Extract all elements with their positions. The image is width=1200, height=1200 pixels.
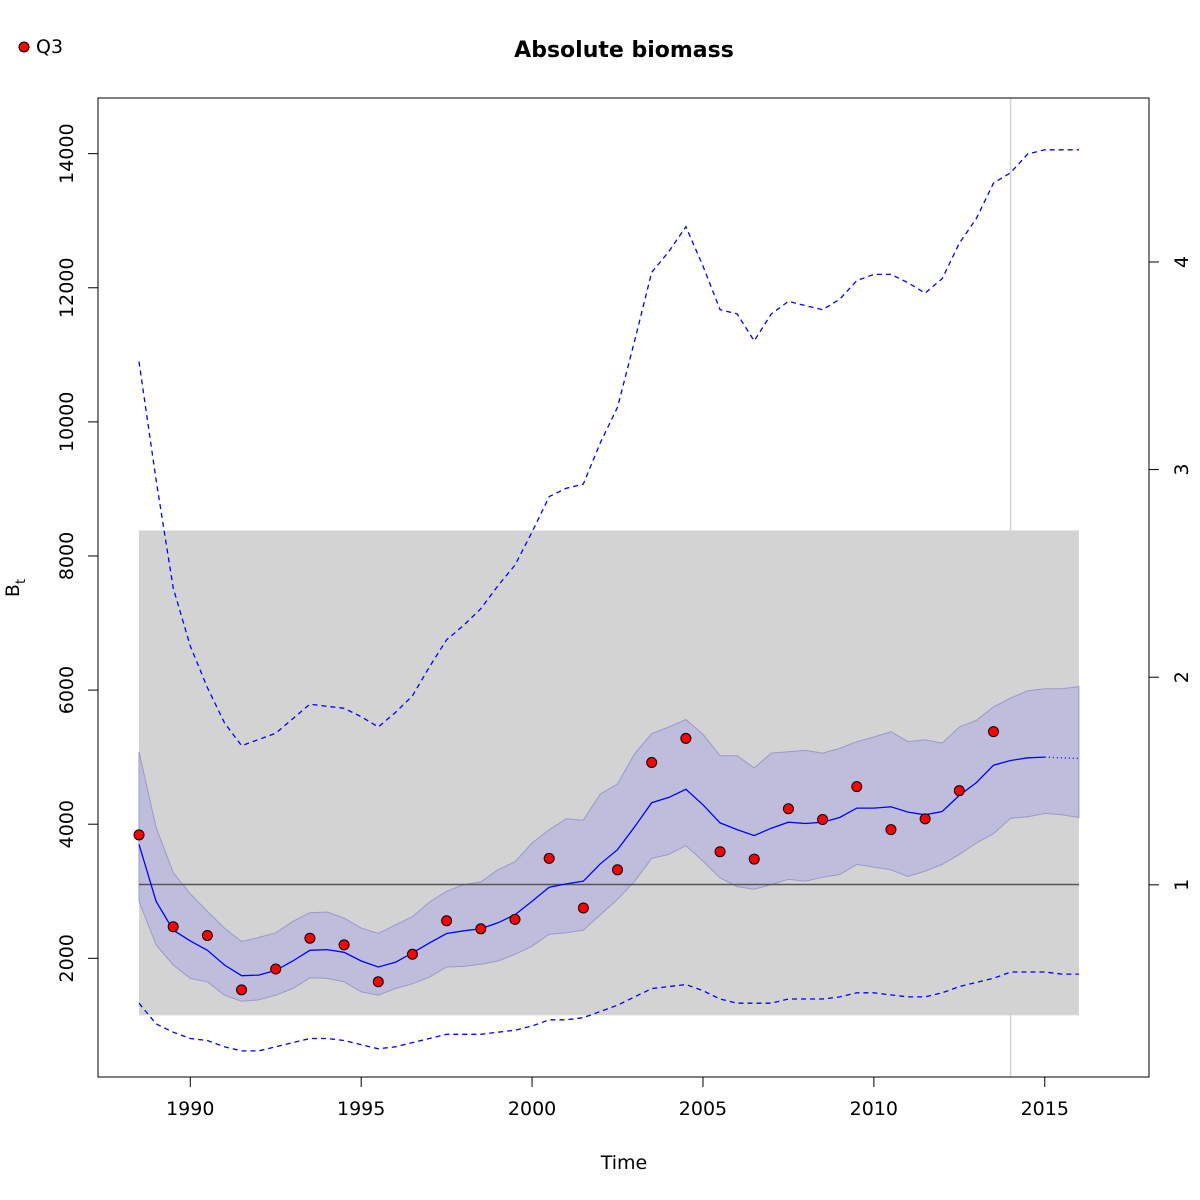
- index-point: [680, 732, 692, 744]
- y2-tick-label: 3: [1171, 464, 1193, 476]
- y2-tick-label: 2: [1171, 671, 1193, 683]
- index-point: [304, 932, 316, 944]
- index-point: [748, 853, 760, 865]
- x-axis: 1990 1995 2000 2005 2010 2015: [166, 1076, 1069, 1120]
- index-point: [372, 976, 384, 988]
- index-point: [919, 813, 931, 825]
- estimate-line: [138, 756, 1045, 977]
- y-tick-label: 14000: [56, 123, 78, 183]
- x-tick-label: 2005: [679, 1098, 727, 1120]
- index-point: [441, 915, 453, 927]
- index-point: [851, 781, 863, 793]
- chart-title: Absolute biomass: [514, 38, 734, 63]
- projection-line: [1044, 756, 1079, 760]
- index-point: [406, 948, 418, 960]
- y-axis-left: 2000 4000 6000 8000 10000 12000 14000: [56, 123, 98, 982]
- x-tick-label: 1995: [337, 1098, 385, 1120]
- y2-tick-label: 4: [1171, 256, 1193, 268]
- index-point: [270, 963, 282, 975]
- x-tick-label: 2010: [850, 1098, 898, 1120]
- y-axis-label-subscript: t: [14, 579, 29, 584]
- y-tick-label: 6000: [56, 666, 78, 714]
- index-point: [817, 814, 829, 826]
- index-point: [201, 930, 213, 942]
- y-tick-label: 12000: [56, 258, 78, 318]
- x-tick-label: 2015: [1021, 1098, 1069, 1120]
- x-axis-label: Time: [600, 1152, 648, 1174]
- index-point: [987, 726, 999, 738]
- x-tick-label: 1990: [166, 1098, 214, 1120]
- secondary-lower-line: [138, 971, 1079, 1052]
- y-tick-label: 10000: [56, 392, 78, 452]
- y2-tick-label: 1: [1171, 879, 1193, 891]
- y-axis-label: Bt: [2, 579, 29, 597]
- index-point: [509, 913, 521, 925]
- legend: Q3: [18, 36, 63, 58]
- index-point: [782, 803, 794, 815]
- legend-marker-q3: [18, 41, 30, 53]
- index-point: [953, 785, 965, 797]
- x-tick-label: 2000: [508, 1098, 556, 1120]
- index-point: [612, 864, 624, 876]
- confidence-band: [138, 686, 1080, 1002]
- y-tick-label: 8000: [56, 532, 78, 580]
- y-axis-label-main: B: [2, 584, 24, 597]
- secondary-upper-line: [138, 149, 1079, 747]
- index-point: [167, 921, 179, 933]
- index-point: [577, 902, 589, 914]
- y-tick-label: 4000: [56, 800, 78, 848]
- y-axis-right: 1 2 3 4: [1149, 256, 1193, 891]
- plot-area: [133, 98, 1080, 1077]
- index-point: [543, 852, 555, 864]
- legend-label-q3: Q3: [36, 36, 63, 58]
- index-point: [475, 923, 487, 935]
- index-point: [714, 846, 726, 858]
- index-point: [133, 829, 145, 841]
- y-tick-label: 2000: [56, 934, 78, 982]
- index-point: [236, 984, 248, 996]
- index-point: [646, 757, 658, 769]
- index-point: [338, 939, 350, 951]
- index-point: [885, 824, 897, 836]
